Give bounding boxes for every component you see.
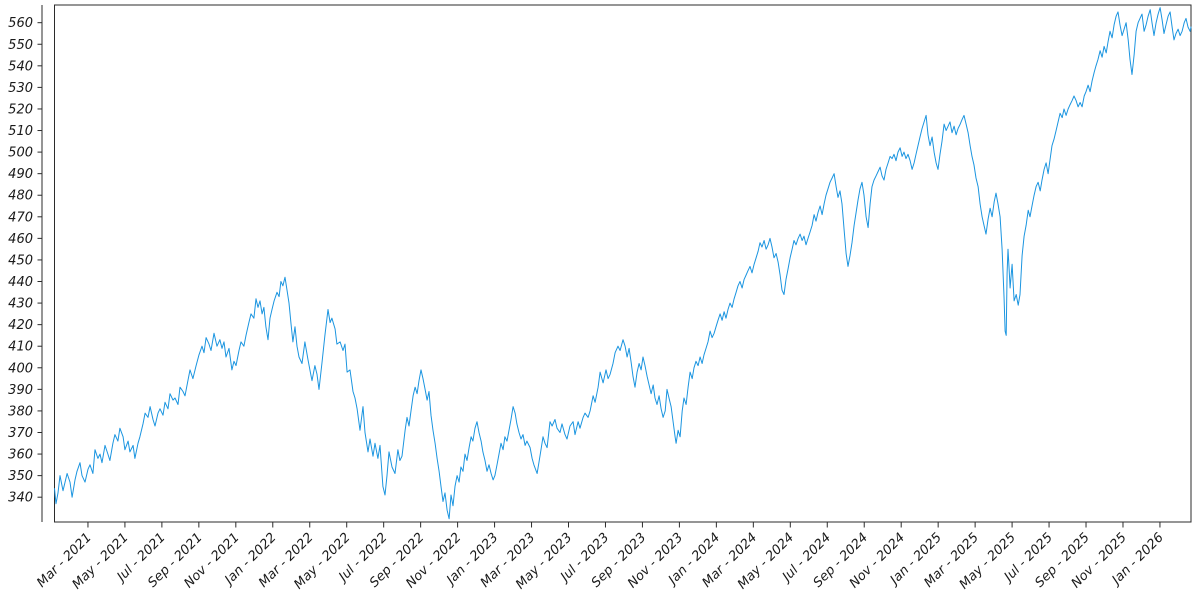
y-tick-label: 390 [8,383,33,398]
y-tick-label: 340 [8,491,33,506]
y-tick-label: 440 [8,275,33,290]
y-tick-label: 420 [8,318,33,333]
price-line-series [54,7,1192,520]
y-tick-label: 380 [8,404,33,419]
y-tick-label: 410 [8,340,33,355]
y-tick-label: 470 [8,210,33,225]
y-tick-label: 370 [8,426,33,441]
y-tick-label: 560 [8,16,33,31]
y-tick-label: 460 [8,232,33,247]
y-tick-label: 530 [8,81,33,96]
y-tick-label: 540 [8,59,33,74]
y-tick-label: 550 [8,38,33,53]
y-tick-label: 430 [8,297,33,312]
y-tick-label: 450 [8,253,33,268]
y-tick-label: 360 [8,448,33,463]
y-tick-label: 350 [8,469,33,484]
y-tick-label: 500 [8,146,33,161]
y-tick-label: 520 [8,102,33,117]
y-tick-label: 400 [8,361,33,376]
plot-frame [54,4,1192,523]
y-tick-label: 510 [8,124,33,139]
y-tick-label: 480 [8,189,33,204]
y-tick-label: 490 [8,167,33,182]
